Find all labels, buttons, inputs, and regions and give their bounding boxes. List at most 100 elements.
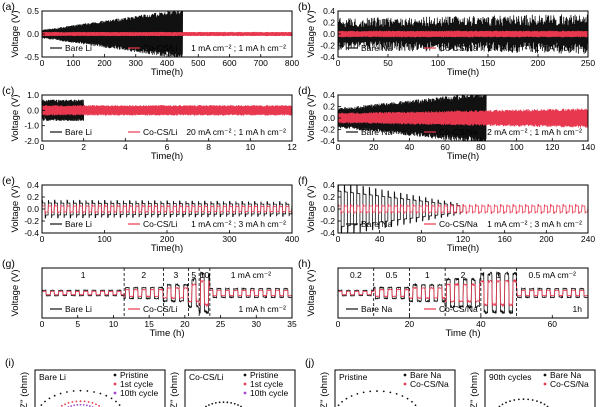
panel-d: 0 20 40 60 80 100 120 140 -0.4-0.2 0.00.2 0.4 Time(… xyxy=(298,85,595,162)
x-tick-label-h-1: 20 xyxy=(405,319,415,329)
legend-label-g-0: Bare Li xyxy=(65,304,92,314)
panel-label-j1: (j) xyxy=(305,357,314,369)
scatter-point-j1-0-3 xyxy=(341,400,343,403)
x-tick-label-a-6: 600 xyxy=(222,58,236,68)
x-tick-label-f-1: 40 xyxy=(375,234,385,244)
scatter-point-j1-0-16 xyxy=(414,404,417,407)
legend-label-i1-0: Pristine xyxy=(120,370,149,380)
y-axis-title-e: Voltage (V) xyxy=(10,186,21,233)
scatter-point-j1-0-12 xyxy=(395,393,398,395)
segment-label-h-1: 0.5 xyxy=(386,270,398,280)
scatter-point-i2-0-7 xyxy=(214,401,217,404)
scatter-point-j2-0-12 xyxy=(536,400,538,403)
series-line-h-1 xyxy=(337,278,589,308)
x-tick-label-f-5: 200 xyxy=(539,234,553,244)
x-tick-label-c-1: 2 xyxy=(81,142,86,152)
y-tick-label-c-2: 0.0 xyxy=(27,105,39,115)
legend-marker-i2-0 xyxy=(243,373,247,377)
scatter-point-i1-0-7 xyxy=(66,391,68,393)
scatter-point-i1-0-12 xyxy=(99,392,102,395)
panel-title-i1: Bare Li xyxy=(39,372,66,382)
condition-text-h: 1h xyxy=(573,304,583,314)
x-tick-label-b-2: 100 xyxy=(431,58,445,68)
x-tick-label-d-5: 100 xyxy=(509,142,523,152)
scatter-point-j1-0-9 xyxy=(376,390,378,392)
condition-text-b: 1 mA cm⁻² ; 1 mA h cm⁻² xyxy=(487,43,582,53)
x-tick-label-e-0: 0 xyxy=(40,234,45,244)
legend-label-j1-1: Co-CS/Na xyxy=(410,379,449,389)
x-tick-label-c-6: 12 xyxy=(287,142,297,152)
y-tick-label-d-3: 0.2 xyxy=(323,102,335,112)
legend-marker-i1-0 xyxy=(113,373,117,377)
scatter-point-j2-0-14 xyxy=(543,403,546,406)
x-axis-title-b: Time(h) xyxy=(447,67,479,78)
y-axis-title-i2: -Z'' (ohm) xyxy=(169,372,180,407)
legend-label-c-0: Bare Li xyxy=(65,127,92,137)
legend-label-e-1: Co-CS/Li xyxy=(143,219,178,229)
panel-title-i2: Co-CS/Li xyxy=(189,372,224,382)
panel-a: 0 100 200 300 400 500 600 700 800 -0.5 0.0 0.5 Time(… xyxy=(2,1,299,78)
scatter-point-j2-0-9 xyxy=(522,398,525,401)
x-tick-label-d-6: 120 xyxy=(545,142,559,152)
legend-marker-i2-2 xyxy=(243,391,247,395)
y-axis-title-g: Voltage (V) xyxy=(10,270,21,317)
legend-label-j2-1: Co-CS/Na xyxy=(550,379,589,389)
x-axis-title-a: Time(h) xyxy=(151,67,183,78)
y-tick-label-f-1: -0.2 xyxy=(320,216,335,226)
legend-label-i1-1: 1st cycle xyxy=(120,379,153,389)
legend-marker-i1-2 xyxy=(113,391,117,395)
scatter-point-i1-0-6 xyxy=(59,392,62,395)
x-tick-label-g-6: 30 xyxy=(252,319,262,329)
x-tick-label-a-0: 0 xyxy=(40,58,45,68)
legend-marker-i2-1 xyxy=(243,382,247,386)
x-tick-label-f-4: 160 xyxy=(498,234,512,244)
legend-marker-j1-0 xyxy=(403,373,407,377)
y-tick-label-f-3: 0.2 xyxy=(323,192,335,202)
scatter-point-i1-2-9 xyxy=(79,403,82,406)
scatter-point-i1-0-16 xyxy=(118,404,121,406)
axes-box-i1 xyxy=(34,369,166,407)
legend-label-b-1: Co-CS/Na xyxy=(439,43,478,53)
scatter-point-i2-0-6 xyxy=(211,402,214,405)
segment-label-g-4: 10 xyxy=(200,270,210,280)
y-tick-label-d-2: 0.0 xyxy=(323,113,335,123)
x-tick-label-f-0: 0 xyxy=(336,234,341,244)
scatter-point-i2-0-11 xyxy=(230,401,233,404)
panel-label-i1: (i) xyxy=(5,357,14,369)
scatter-point-i1-1-10 xyxy=(83,400,86,403)
segment-label-g-3: 5 xyxy=(191,270,196,280)
x-axis-title-d: Time(h) xyxy=(447,151,479,162)
panel-title-j2: 90th cycles xyxy=(489,372,532,382)
scatter-point-i1-1-6 xyxy=(67,402,70,404)
segment-label-h-0: 0.2 xyxy=(350,270,362,280)
scatter-point-i1-0-8 xyxy=(72,390,75,392)
scatter-point-i1-0-2 xyxy=(40,404,43,406)
x-tick-label-d-1: 20 xyxy=(369,142,379,152)
series-line-f-0 xyxy=(338,184,464,234)
scatter-point-j1-0-8 xyxy=(369,390,372,393)
scatter-point-i1-0-11 xyxy=(93,391,95,393)
segment-label-h-5: 0.5 mA cm⁻² xyxy=(529,270,577,280)
x-tick-label-f-6: 240 xyxy=(581,234,595,244)
panel-label-f: (f) xyxy=(298,175,308,187)
scatter-point-i1-0-14 xyxy=(110,397,113,400)
x-tick-label-a-8: 800 xyxy=(285,58,299,68)
scatter-point-j2-0-10 xyxy=(527,398,530,401)
y-tick-label-d-4: 0.4 xyxy=(323,90,335,100)
scatter-point-i1-2-11 xyxy=(85,404,88,407)
x-axis-title-h: Time (h) xyxy=(445,328,480,339)
scatter-point-i1-2-8 xyxy=(76,403,79,406)
segment-label-g-1: 2 xyxy=(141,270,146,280)
y-axis-title-c: Voltage (V) xyxy=(10,95,21,142)
y-tick-label-a-2: 0.5 xyxy=(27,6,39,16)
y-tick-label-b-1: -0.2 xyxy=(320,41,335,51)
x-tick-label-h-0: 0 xyxy=(336,319,341,329)
scatter-point-j1-0-15 xyxy=(411,400,413,403)
scatter-point-j1-0-13 xyxy=(401,395,404,397)
x-tick-label-d-3: 60 xyxy=(440,142,450,152)
scatter-point-j1-0-5 xyxy=(350,395,353,397)
scatter-point-j1-0-4 xyxy=(345,397,348,400)
x-tick-label-g-2: 10 xyxy=(109,319,119,329)
